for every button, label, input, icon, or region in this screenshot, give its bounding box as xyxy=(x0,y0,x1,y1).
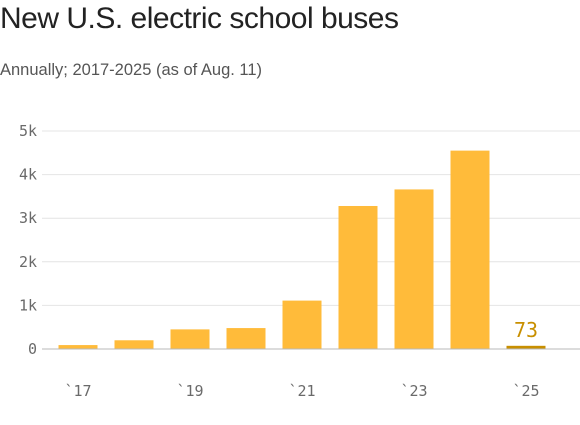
x-tick-label: `25 xyxy=(512,382,539,400)
y-tick-label: 0 xyxy=(28,340,37,358)
bar-2018 xyxy=(114,340,154,349)
y-tick-label: 1k xyxy=(19,296,37,314)
bar-2020 xyxy=(226,328,266,349)
x-tick-label: `21 xyxy=(288,382,315,400)
data-label: 73 xyxy=(514,318,538,342)
bar-2025 xyxy=(506,345,546,349)
x-tick-label: `17 xyxy=(64,382,91,400)
chart-subtitle: Annually; 2017-2025 (as of Aug. 11) xyxy=(0,61,263,79)
chart-title: New U.S. electric school buses xyxy=(0,2,399,35)
bar-2023 xyxy=(394,189,434,349)
bar-2021 xyxy=(282,300,322,349)
y-tick-label: 5k xyxy=(19,122,37,140)
bar-2017 xyxy=(58,345,98,349)
x-tick-label: `19 xyxy=(176,382,203,400)
y-tick-label: 4k xyxy=(19,166,37,184)
x-tick-label: `23 xyxy=(400,382,427,400)
y-tick-label: 3k xyxy=(19,209,37,227)
y-tick-label: 2k xyxy=(19,253,37,271)
bar-2019 xyxy=(170,329,210,349)
bar-2024 xyxy=(450,150,490,349)
bar-2022 xyxy=(338,205,378,349)
